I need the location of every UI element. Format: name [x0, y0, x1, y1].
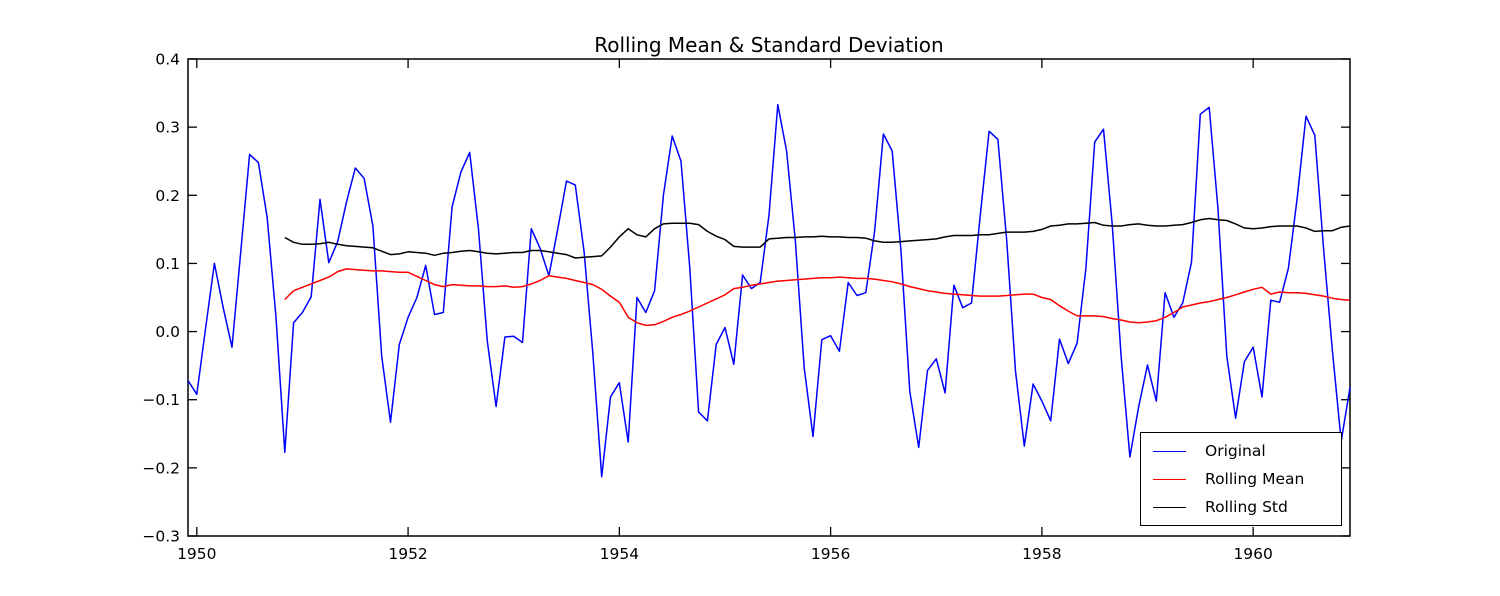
- original-series-line: [187, 103, 1351, 478]
- rolling-std-line-swatch: [1153, 506, 1186, 508]
- original-line-swatch: [1153, 450, 1186, 452]
- legend-label-original: Original: [1205, 442, 1266, 460]
- x-tick-label: 1960: [1233, 545, 1272, 563]
- y-tick-label: 0.3: [155, 119, 180, 137]
- rolling-std-series-line: [284, 217, 1351, 259]
- y-tick-label: −0.1: [142, 391, 180, 409]
- x-tick-label: 1950: [177, 545, 216, 563]
- legend: Original Rolling Mean Rolling Std: [1140, 432, 1342, 526]
- y-tick-label: 0.2: [155, 187, 180, 205]
- chart-title: Rolling Mean & Standard Deviation: [594, 33, 944, 57]
- legend-item-original: Original: [1141, 437, 1341, 465]
- legend-item-rolling-mean: Rolling Mean: [1141, 465, 1341, 493]
- x-tick-label: 1952: [388, 545, 427, 563]
- x-tick-label: 1956: [811, 545, 850, 563]
- legend-label-rolling-std: Rolling Std: [1205, 498, 1288, 516]
- legend-label-rolling-mean: Rolling Mean: [1205, 470, 1305, 488]
- y-tick-label: 0.4: [155, 51, 180, 69]
- y-tick-label: −0.2: [142, 459, 180, 477]
- rolling-mean-series-line: [284, 268, 1351, 327]
- x-tick-label: 1954: [600, 545, 639, 563]
- x-tick-label: 1958: [1022, 545, 1061, 563]
- y-tick-label: −0.3: [142, 528, 180, 546]
- rolling-mean-line-swatch: [1153, 478, 1186, 480]
- y-tick-label: 0.1: [155, 255, 180, 273]
- legend-item-rolling-std: Rolling Std: [1141, 493, 1341, 521]
- y-tick-label: 0.0: [155, 323, 180, 341]
